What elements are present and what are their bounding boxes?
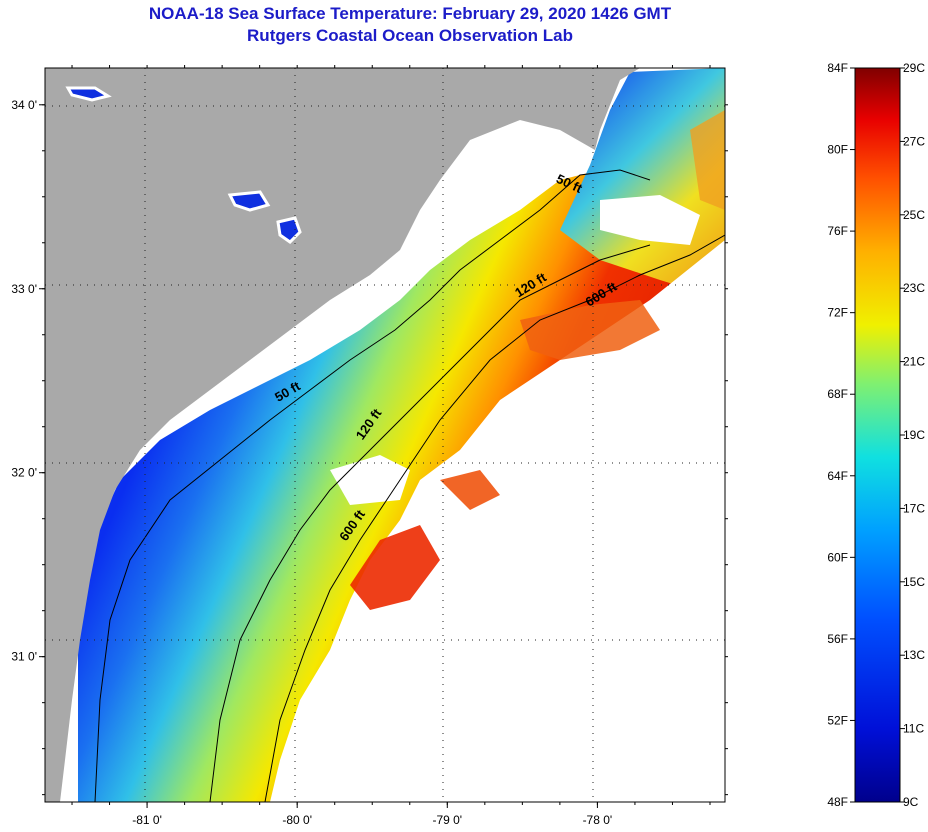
warm-patch-3 — [440, 470, 500, 510]
colorbar-labels: 84F 80F 76F 72F 68F 64F 60F 56F 52F 48F 29C 27C 25C 2… — [827, 61, 925, 809]
colorbar-f-label: 56F — [827, 632, 848, 646]
colorbar — [854, 67, 901, 803]
colorbar-c-label: 11C — [903, 722, 924, 736]
colorbar-f-label: 48F — [827, 795, 848, 809]
warm-patch-1 — [520, 300, 660, 360]
lon-tick-label: -81 0' — [132, 813, 162, 827]
colorbar-f-label: 84F — [827, 61, 848, 75]
colorbar-c-label: 13C — [903, 648, 925, 662]
lon-tick-label: -79 0' — [432, 813, 462, 827]
colorbar-c-label: 25C — [903, 208, 925, 222]
lat-tick-label: 32 0' — [11, 466, 37, 480]
map-title: NOAA-18 Sea Surface Temperature: Februar… — [148, 4, 672, 23]
lake-marion — [227, 190, 271, 212]
colorbar-c-label: 23C — [903, 281, 925, 295]
colorbar-c-label: 27C — [903, 134, 925, 148]
colorbar-c-label: 17C — [903, 501, 925, 515]
colorbar-f-label: 60F — [827, 550, 848, 564]
map-frame — [44, 67, 726, 803]
colorbar-f-label: 64F — [827, 469, 848, 483]
cloud-mask-shelf — [600, 195, 700, 245]
colorbar-c-label: 29C — [903, 61, 925, 75]
colorbar-f-label: 72F — [827, 306, 848, 320]
colorbar-f-label: 80F — [827, 143, 848, 157]
cloud-mask-offshore — [270, 240, 725, 802]
lat-tick-label: 33 0' — [11, 282, 37, 296]
colorbar-f-label: 68F — [827, 387, 848, 401]
colorbar-c-label: 9C — [903, 795, 919, 809]
contour-50ft — [94, 169, 651, 802]
colorbar-f-label: 52F — [827, 713, 848, 727]
lat-tick-label: 34 0' — [11, 98, 37, 112]
warm-patch-4 — [690, 110, 725, 210]
lon-tick-label: -78 0' — [583, 813, 613, 827]
colorbar-f-label: 76F — [827, 224, 848, 238]
map-axis-ticks: -81 0' -80 0' -79 0' -78 0' 34 0' 33 0' 32 0' 3… — [11, 65, 728, 827]
small-lake-north — [65, 86, 112, 102]
colorbar-c-label: 15C — [903, 575, 925, 589]
lon-tick-label: -80 0' — [282, 813, 312, 827]
contour-120ft — [209, 244, 651, 802]
warm-patch-2 — [350, 525, 440, 610]
colorbar-c-label: 19C — [903, 428, 925, 442]
contour-600ft — [264, 234, 725, 802]
map-subtitle: Rutgers Coastal Ocean Observation Lab — [247, 26, 573, 45]
land-mass — [45, 68, 640, 802]
lat-tick-label: 31 0' — [11, 650, 37, 664]
cloud-mask-mid — [330, 455, 410, 505]
colorbar-c-label: 21C — [903, 355, 925, 369]
